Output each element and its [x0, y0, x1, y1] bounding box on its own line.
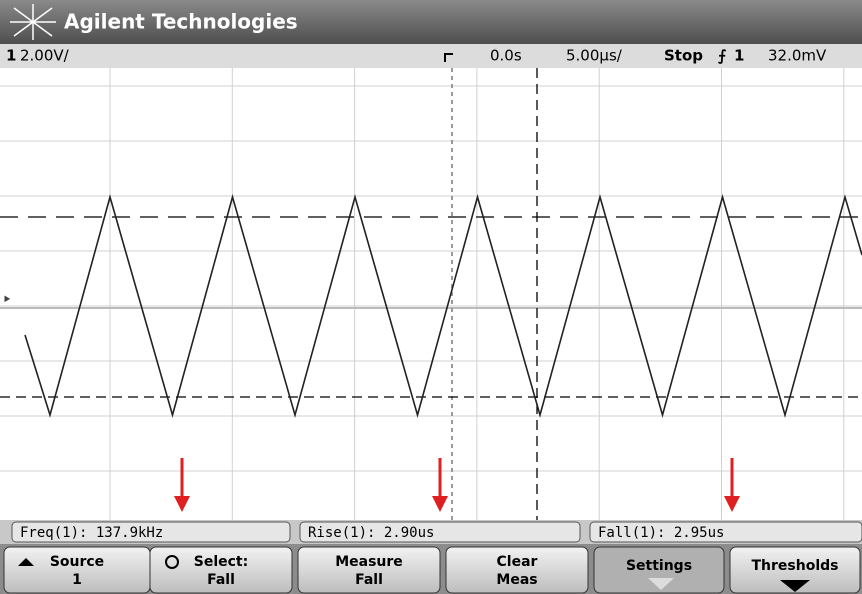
softkey-label: Thresholds	[752, 558, 839, 574]
vertical-scale: 2.00V/	[20, 47, 70, 65]
softkey-label: Measure	[335, 554, 403, 570]
rotate-icon	[165, 555, 179, 569]
softkey[interactable]	[149, 546, 293, 594]
measurement: Fall(1): 2.95us	[598, 525, 724, 541]
run-state: Stop	[664, 47, 703, 65]
measure-box	[299, 521, 581, 543]
trigger-source: 1	[734, 47, 744, 65]
softkey[interactable]	[297, 546, 441, 594]
softkey-label: Settings	[626, 558, 692, 574]
trigger-level: 32.0mV	[768, 47, 827, 65]
softkey-label: Clear	[497, 554, 538, 570]
brand: Agilent Technologies	[64, 10, 298, 34]
down-arrow-icon	[780, 580, 810, 592]
delay: 0.0s	[490, 47, 522, 65]
timebase: 5.00µs/	[566, 47, 623, 65]
softkey-label: Fall	[355, 572, 383, 588]
softkey-label: 1	[72, 572, 82, 588]
annotation-arrows	[174, 458, 740, 512]
softkey-label: Source	[50, 554, 104, 570]
graticule	[0, 68, 862, 520]
waveform	[24, 194, 862, 418]
softkey-label: Fall	[207, 572, 235, 588]
softkey[interactable]	[445, 546, 589, 594]
logo	[10, 4, 56, 40]
measurement: Freq(1): 137.9kHz	[20, 525, 163, 541]
softkey-label: Select:	[194, 554, 248, 570]
softkey[interactable]	[593, 546, 725, 594]
softkey[interactable]	[729, 546, 861, 594]
trigger-marker	[444, 53, 453, 62]
ground-marker: ⯈	[2, 293, 12, 307]
softkey-label: Meas	[496, 572, 537, 588]
channel: 1	[6, 47, 16, 65]
down-arrow-icon	[648, 578, 674, 590]
trigger-slope: ⨍	[718, 47, 727, 65]
up-arrow-icon	[18, 558, 34, 566]
measurement: Rise(1): 2.90us	[308, 525, 434, 541]
status-bar	[0, 44, 862, 68]
measure-box	[11, 521, 291, 543]
measure-box	[589, 521, 862, 543]
header-bar	[0, 0, 862, 44]
